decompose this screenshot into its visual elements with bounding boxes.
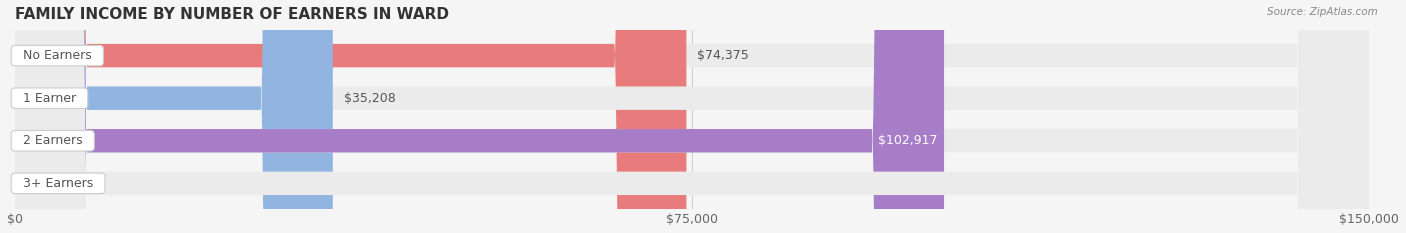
- Text: Source: ZipAtlas.com: Source: ZipAtlas.com: [1267, 7, 1378, 17]
- FancyBboxPatch shape: [15, 0, 1369, 233]
- FancyBboxPatch shape: [15, 0, 943, 233]
- Text: 1 Earner: 1 Earner: [15, 92, 84, 105]
- FancyBboxPatch shape: [15, 0, 1369, 233]
- Text: FAMILY INCOME BY NUMBER OF EARNERS IN WARD: FAMILY INCOME BY NUMBER OF EARNERS IN WA…: [15, 7, 449, 22]
- Text: $35,208: $35,208: [343, 92, 395, 105]
- FancyBboxPatch shape: [15, 0, 333, 233]
- Text: $0: $0: [35, 177, 51, 190]
- Text: $102,917: $102,917: [877, 134, 938, 147]
- FancyBboxPatch shape: [15, 0, 1369, 233]
- FancyBboxPatch shape: [15, 0, 686, 233]
- Text: No Earners: No Earners: [15, 49, 100, 62]
- Text: 3+ Earners: 3+ Earners: [15, 177, 101, 190]
- Text: $74,375: $74,375: [697, 49, 749, 62]
- Text: 2 Earners: 2 Earners: [15, 134, 90, 147]
- FancyBboxPatch shape: [15, 0, 1369, 233]
